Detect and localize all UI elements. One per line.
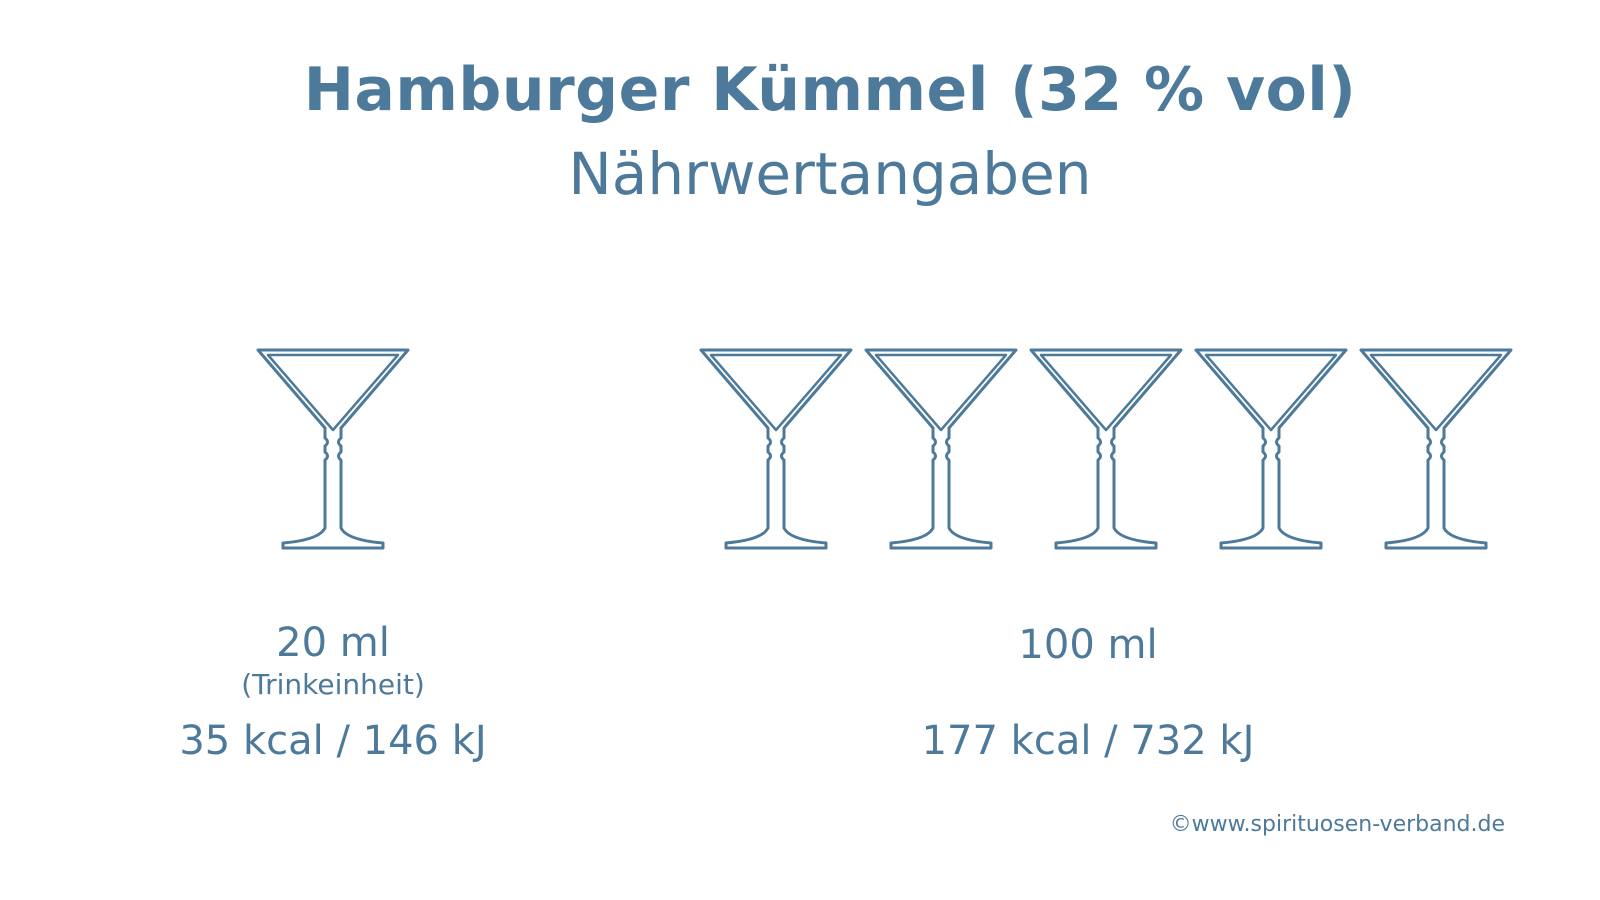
martini-glass-icon (256, 348, 410, 550)
portion-volume-small: 20 ml (276, 620, 390, 666)
martini-glass-icon (1359, 348, 1513, 550)
martini-glass-icon (699, 348, 853, 550)
martini-glass-icon (1029, 348, 1183, 550)
page-title: Hamburger Kümmel (32 % vol) (303, 55, 1357, 125)
portion-energy-large: 177 kcal / 732 kJ (921, 718, 1255, 764)
portion-volume-large: 100 ml (1018, 622, 1158, 668)
portion-note-small: (Trinkeinheit) (241, 668, 425, 701)
glass-group-single (256, 348, 410, 550)
copyright-notice: ©www.spirituosen-verband.de (1169, 812, 1505, 837)
martini-glass-icon (1194, 348, 1348, 550)
portion-energy-small: 35 kcal / 146 kJ (179, 718, 487, 764)
martini-glass-icon (864, 348, 1018, 550)
glass-group-five (699, 348, 1513, 550)
page-subtitle: Nährwertangaben (568, 140, 1092, 208)
